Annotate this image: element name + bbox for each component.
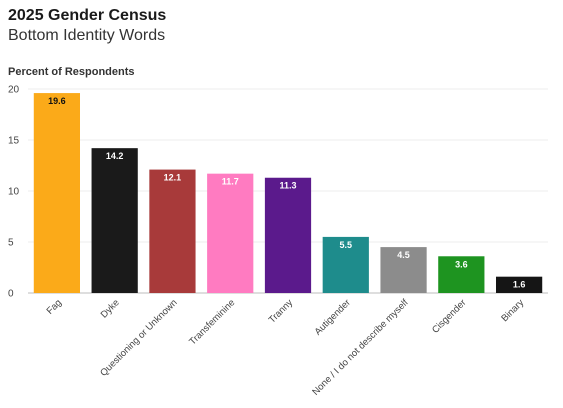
y-tick-label: 5 xyxy=(8,238,14,249)
bar xyxy=(496,276,543,293)
y-tick-label: 20 xyxy=(8,85,20,96)
y-tick-labels: 0 5 10 15 20 xyxy=(8,85,20,300)
category-label: None / I do not describe myself xyxy=(310,297,411,398)
bar xyxy=(322,236,369,293)
value-label: 4.5 xyxy=(397,250,410,260)
y-tick-label: 0 xyxy=(8,289,14,300)
bars xyxy=(33,93,543,293)
value-label: 11.7 xyxy=(222,177,239,187)
bar xyxy=(149,169,196,293)
category-label: Autigender xyxy=(313,297,353,337)
value-labels: 19.6 14.2 12.1 11.7 11.3 5.5 4.5 3.6 1.6 xyxy=(48,96,525,290)
category-label: Binary xyxy=(499,297,526,324)
category-label: Fag xyxy=(45,297,64,316)
y-tick-label: 10 xyxy=(8,187,20,198)
bar xyxy=(91,148,138,293)
bar xyxy=(33,93,80,293)
value-label: 3.6 xyxy=(455,259,468,269)
bar xyxy=(438,256,485,293)
bar xyxy=(380,247,427,293)
value-label: 12.1 xyxy=(164,173,182,183)
bar xyxy=(264,177,312,293)
y-tick-label: 15 xyxy=(8,136,20,147)
value-label: 5.5 xyxy=(340,240,353,250)
category-label: Tranny xyxy=(267,297,296,326)
y-axis-label: Percent of Respondents xyxy=(8,66,135,78)
category-label: Transfeminine xyxy=(187,297,237,347)
value-label: 11.3 xyxy=(279,181,296,191)
chart-title: 2025 Gender Census xyxy=(8,7,167,24)
chart-subtitle: Bottom Identity Words xyxy=(8,27,166,44)
category-label: Dyke xyxy=(99,297,122,320)
value-label: 1.6 xyxy=(513,280,526,290)
value-label: 14.2 xyxy=(106,151,124,161)
bar xyxy=(207,173,254,293)
value-label: 19.6 xyxy=(48,96,66,106)
category-label: Cisgender xyxy=(430,297,468,335)
